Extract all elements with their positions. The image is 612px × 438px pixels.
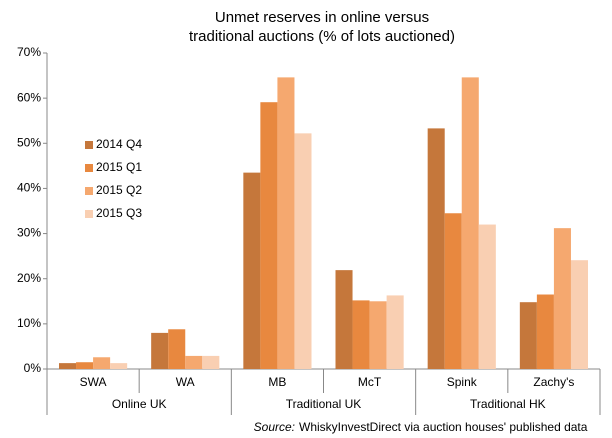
group-label: Traditional UK <box>286 397 362 411</box>
bar <box>76 362 94 369</box>
bar <box>277 77 295 370</box>
bar <box>352 300 370 369</box>
y-tick-label: 30% <box>17 226 41 240</box>
bar <box>294 133 312 369</box>
chart-title: traditional auctions (% of lots auctione… <box>189 28 455 45</box>
x-tick-label: McT <box>358 375 382 389</box>
bar <box>427 128 445 369</box>
bar <box>570 260 588 369</box>
legend-swatch <box>85 187 93 195</box>
bar <box>478 224 496 369</box>
bar <box>110 363 128 369</box>
source-text: WhiskyInvestDirect via auction houses' p… <box>299 420 588 434</box>
legend-label: 2015 Q3 <box>96 206 142 220</box>
legend-swatch <box>85 210 93 218</box>
legend-label: 2015 Q2 <box>96 183 142 197</box>
y-tick-label: 0% <box>24 361 42 375</box>
bar <box>59 363 77 369</box>
y-tick-label: 20% <box>17 271 41 285</box>
legend-swatch <box>85 141 93 149</box>
y-tick-label: 50% <box>17 135 41 149</box>
y-tick-label: 40% <box>17 181 41 195</box>
bar <box>386 295 404 369</box>
bar <box>260 102 278 369</box>
group-label: Online UK <box>112 397 167 411</box>
source-label: Source: <box>254 420 295 434</box>
bar <box>335 270 353 369</box>
x-tick-label: SWA <box>80 375 107 389</box>
legend-label: 2014 Q4 <box>96 137 142 151</box>
y-tick-label: 70% <box>17 45 41 59</box>
bar <box>168 329 186 369</box>
x-tick-label: Spink <box>447 375 478 389</box>
bar <box>369 301 387 369</box>
y-tick-label: 10% <box>17 316 41 330</box>
bar <box>461 77 479 370</box>
bar <box>553 228 571 369</box>
x-tick-label: Zachy's <box>533 375 574 389</box>
bar <box>93 357 111 369</box>
bar <box>185 355 203 369</box>
bar <box>243 172 261 369</box>
bar <box>202 355 220 369</box>
chart-title: Unmet reserves in online versus <box>215 9 429 26</box>
y-tick-label: 60% <box>17 90 41 104</box>
legend-swatch <box>85 164 93 172</box>
x-tick-label: MB <box>268 375 286 389</box>
bar <box>519 302 537 369</box>
x-tick-label: WA <box>176 375 195 389</box>
bar <box>444 213 462 369</box>
bar <box>151 332 169 369</box>
group-label: Traditional HK <box>470 397 546 411</box>
legend-label: 2015 Q1 <box>96 160 142 174</box>
bar <box>536 294 554 369</box>
